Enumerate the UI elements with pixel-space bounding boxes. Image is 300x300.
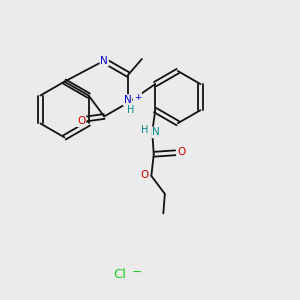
Text: −: − (131, 266, 142, 279)
Text: N: N (152, 128, 160, 137)
Text: O: O (140, 170, 148, 180)
Text: H: H (127, 105, 134, 115)
Text: O: O (177, 147, 185, 157)
Text: Cl: Cl (113, 268, 127, 281)
Text: N: N (124, 95, 131, 105)
Text: N: N (100, 56, 108, 66)
Text: O: O (77, 116, 86, 126)
Text: H: H (141, 125, 148, 135)
Text: +: + (134, 93, 141, 102)
